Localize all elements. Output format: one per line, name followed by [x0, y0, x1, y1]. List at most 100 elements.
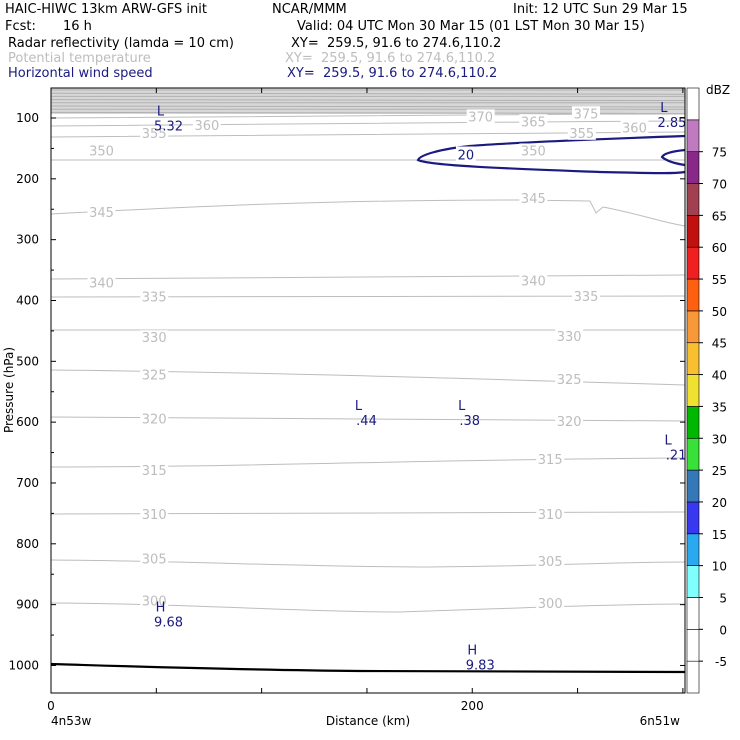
theta-contour-line [50, 369, 686, 386]
theta-contour-label: 305 [142, 553, 167, 568]
extremum-letter: L [660, 101, 668, 116]
colorbar-cell [686, 374, 700, 407]
colorbar-cell [686, 183, 700, 216]
theta-label-bg [620, 120, 649, 135]
colorbar-label: 15 [712, 528, 727, 542]
wind-contour-label: 20 [458, 148, 475, 163]
band-line [50, 99, 686, 102]
colorbar-label: 60 [712, 241, 727, 255]
colorbar-cell [686, 660, 700, 694]
theta-contour-label: 360 [194, 119, 219, 134]
theta-label-bg [140, 593, 169, 608]
y-tick-label: 500 [16, 354, 39, 368]
colorbar-label: 5 [719, 591, 727, 605]
theta-contour-label: 350 [89, 144, 114, 159]
theta-contour-label: 305 [538, 555, 563, 570]
band-line [50, 92, 686, 95]
colorbar-label: 45 [712, 337, 727, 351]
theta-contour-label: 300 [538, 597, 563, 612]
y-tick-label: 600 [16, 415, 39, 429]
extremum-value: 9.68 [154, 615, 183, 630]
theta-contour-lines [50, 113, 686, 613]
theta-label-bg [140, 289, 169, 304]
theta-label-bg [555, 372, 584, 387]
theta-contour-label: 320 [142, 413, 167, 428]
extremum-value: 5.32 [154, 120, 183, 135]
colorbar-cell [686, 501, 700, 535]
theta-contour-line [50, 199, 686, 227]
extremum-letter: L [355, 399, 363, 414]
theta-contour-label: 310 [142, 508, 167, 523]
theta-contour-label: 330 [142, 331, 167, 346]
theta-label-bg [519, 273, 548, 288]
valid-time: Valid: 04 UTC Mon 30 Mar 15 (01 LST Mon … [297, 19, 645, 34]
x-start-label: 4n53w [51, 714, 92, 728]
colorbar-label: -5 [715, 655, 727, 669]
colorbar-label: 55 [712, 273, 727, 287]
forecast-label: Fcst: [5, 19, 36, 34]
theta-label-bg [519, 114, 548, 129]
colorbar-label: 20 [712, 496, 727, 510]
extremum-letter: L [458, 399, 466, 414]
theta-label-bg [536, 596, 565, 611]
theta-contour-label: 325 [557, 373, 582, 388]
y-tick-label: 300 [16, 233, 39, 247]
theta-label-bg [519, 143, 548, 158]
model-title: HAIC-HIWC 13km ARW-GFS init [5, 2, 207, 17]
colorbar-cell [686, 246, 700, 280]
theta-label-bg [536, 507, 565, 522]
theta-label-bg [519, 190, 548, 205]
theta-contour-line [50, 120, 686, 127]
theta-contour-label: 320 [557, 415, 582, 430]
x-end-label: 6n51w [640, 714, 681, 728]
y-tick-label: 100 [16, 111, 39, 125]
surface-line [50, 662, 686, 674]
x-tick-label: 200 [461, 699, 484, 713]
theta-contour-labels: 375 370 365 360 360 355 355 350 350 345 345 340 340 3… [87, 106, 649, 612]
colorbar-label: 25 [712, 464, 727, 478]
theta-label-bg [192, 117, 221, 132]
theta-contour-label: 330 [557, 330, 582, 345]
theta-contour-line [50, 158, 686, 161]
theta-contour-label: 345 [89, 206, 114, 221]
theta-contour-label: 300 [142, 595, 167, 610]
wind-contour-line [660, 148, 686, 167]
theta-label-bg [140, 411, 169, 426]
extremum-value: .38 [459, 414, 480, 429]
theta-contour-label: 340 [521, 275, 546, 290]
extremum-value: 2.85 [657, 116, 686, 131]
theta-contour-label: 335 [142, 290, 167, 305]
theta-label-bg [536, 554, 565, 569]
theta-contour-line [50, 457, 686, 468]
theta-contour-label: 315 [142, 464, 167, 479]
colorbar-label: 40 [712, 369, 727, 383]
theta-label-bg [466, 109, 495, 124]
colorbar-cell [686, 87, 700, 121]
theta-label-bg [140, 551, 169, 566]
theta-contour-label: 365 [521, 115, 546, 130]
theta-label-bg [87, 275, 116, 290]
colorbar-cell [686, 469, 700, 503]
theta-label-bg [572, 288, 601, 303]
plot-frame [50, 87, 686, 694]
y-tick-label: 700 [16, 476, 39, 490]
colorbar-cell [686, 597, 700, 630]
colorbar-cell [686, 437, 700, 471]
theta-contour-label: 355 [569, 127, 594, 142]
theta-label-bg [140, 330, 169, 345]
colorbar-unit: dBZ [706, 83, 730, 97]
colorbar-cell [686, 119, 700, 152]
theta-label-bg [140, 507, 169, 522]
colorbar-label: 50 [712, 305, 727, 319]
theta-label-bg [536, 451, 565, 466]
theta-label-bg [572, 106, 601, 121]
theta-label-bg [140, 367, 169, 382]
theta-label-bg [140, 462, 169, 477]
wind-contour-line [416, 134, 686, 175]
y-tick-label: 400 [16, 293, 39, 307]
y-axis: 100 200 300 400 500 600 700 800 900 1000 [8, 111, 685, 672]
theta-contour-label: 350 [521, 144, 546, 159]
extremum-letter: L [665, 434, 673, 449]
extremum-letter: H [467, 644, 477, 659]
theta-label-bg [87, 143, 116, 158]
